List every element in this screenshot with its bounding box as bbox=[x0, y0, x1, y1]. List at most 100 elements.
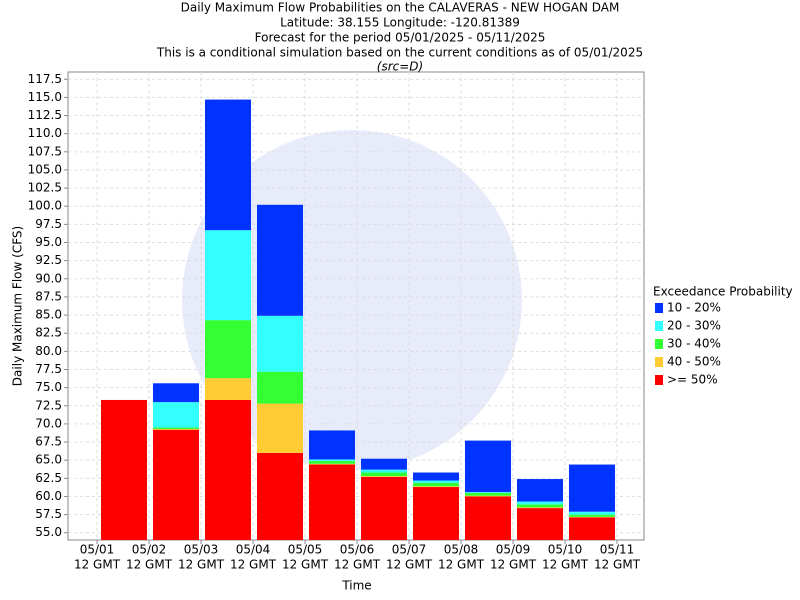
bar-segment bbox=[569, 511, 615, 515]
x-tick-label: 05/11 bbox=[600, 543, 635, 557]
plot-frame bbox=[67, 71, 645, 541]
bar-segment bbox=[205, 378, 251, 400]
bar-segment bbox=[413, 472, 459, 481]
legend-label: >= 50% bbox=[667, 373, 718, 387]
legend-title: Exceedance Probability bbox=[653, 285, 793, 299]
bar-segment bbox=[205, 230, 251, 321]
y-tick-label: 87.5 bbox=[35, 289, 62, 303]
chart-title: Daily Maximum Flow Probabilities on the … bbox=[181, 1, 620, 15]
bar-segment bbox=[517, 507, 563, 509]
y-tick-label: 80.0 bbox=[35, 344, 62, 358]
bar-segment bbox=[257, 204, 303, 316]
y-tick-label: 55.0 bbox=[35, 525, 62, 539]
x-tick-label: 12 GMT bbox=[542, 558, 589, 572]
y-tick-label: 110.0 bbox=[28, 126, 62, 140]
legend-label: 30 - 40% bbox=[667, 337, 721, 351]
legend-swatch bbox=[655, 321, 663, 331]
x-tick-label: 05/07 bbox=[392, 543, 427, 557]
bar-segment bbox=[257, 315, 303, 372]
bar-segment bbox=[257, 452, 303, 540]
y-tick-label: 117.5 bbox=[28, 72, 62, 86]
y-tick-label: 62.5 bbox=[35, 471, 62, 485]
bar-segment bbox=[309, 459, 355, 461]
bar-segment bbox=[517, 508, 563, 540]
chart-title: This is a conditional simulation based o… bbox=[156, 46, 643, 60]
bar-segment bbox=[101, 399, 147, 540]
bar-segment bbox=[153, 428, 199, 430]
chart-title: Latitude: 38.155 Longitude: -120.81389 bbox=[280, 16, 520, 30]
x-tick-label: 12 GMT bbox=[230, 558, 277, 572]
y-axis-label: Daily Maximum Flow (CFS) bbox=[11, 226, 25, 386]
bar-segment bbox=[309, 464, 355, 540]
x-tick-label: 12 GMT bbox=[334, 558, 381, 572]
bar-segment bbox=[205, 320, 251, 379]
bar-segment bbox=[517, 479, 563, 502]
bar-segment bbox=[413, 480, 459, 483]
x-tick-label: 05/01 bbox=[80, 543, 115, 557]
x-tick-label: 12 GMT bbox=[386, 558, 433, 572]
x-tick-label: 05/09 bbox=[496, 543, 531, 557]
bar-segment bbox=[569, 464, 615, 512]
bar-segment bbox=[413, 482, 459, 487]
bar-segment bbox=[361, 458, 407, 470]
y-tick-label: 77.5 bbox=[35, 362, 62, 376]
y-tick-label: 72.5 bbox=[35, 398, 62, 412]
y-tick-label: 115.0 bbox=[28, 90, 62, 104]
x-tick-label: 05/05 bbox=[288, 543, 323, 557]
x-tick-label: 12 GMT bbox=[74, 558, 121, 572]
bar-segment bbox=[517, 504, 563, 508]
bar-segment bbox=[361, 472, 407, 477]
legend-label: 40 - 50% bbox=[667, 355, 721, 369]
y-tick-label: 90.0 bbox=[35, 271, 62, 285]
bar-segment bbox=[361, 476, 407, 477]
x-tick-label: 05/03 bbox=[184, 543, 219, 557]
y-tick-label: 60.0 bbox=[35, 489, 62, 503]
bar-segment bbox=[361, 469, 407, 473]
bar-segment bbox=[205, 399, 251, 540]
bar-segment bbox=[569, 517, 615, 540]
y-tick-label: 100.0 bbox=[28, 199, 62, 213]
x-tick-label: 05/02 bbox=[132, 543, 167, 557]
y-tick-label: 85.0 bbox=[35, 308, 62, 322]
y-tick-label: 102.5 bbox=[28, 181, 62, 195]
chart-title: Forecast for the period 05/01/2025 - 05/… bbox=[255, 31, 546, 45]
y-tick-label: 82.5 bbox=[35, 326, 62, 340]
bar-segment bbox=[153, 402, 199, 428]
bar-segment bbox=[153, 383, 199, 403]
y-tick-label: 107.5 bbox=[28, 144, 62, 158]
x-tick-label: 12 GMT bbox=[490, 558, 537, 572]
legend-swatch bbox=[655, 357, 663, 367]
y-tick-label: 67.5 bbox=[35, 435, 62, 449]
bar-segment bbox=[569, 516, 615, 518]
bar-segment bbox=[153, 429, 199, 540]
bar-segment bbox=[465, 492, 511, 496]
bar-segment bbox=[569, 514, 615, 517]
bar-segment bbox=[517, 501, 563, 505]
legend-swatch bbox=[655, 339, 663, 349]
y-tick-label: 75.0 bbox=[35, 380, 62, 394]
x-tick-label: 12 GMT bbox=[282, 558, 329, 572]
x-tick-label: 12 GMT bbox=[178, 558, 225, 572]
y-tick-label: 95.0 bbox=[35, 235, 62, 249]
legend-swatch bbox=[655, 303, 663, 313]
bar-segment bbox=[413, 486, 459, 488]
x-tick-label: 12 GMT bbox=[126, 558, 173, 572]
legend-label: 10 - 20% bbox=[667, 301, 721, 315]
y-tick-label: 112.5 bbox=[28, 108, 62, 122]
bar-segment bbox=[413, 487, 459, 540]
x-tick-label: 05/04 bbox=[236, 543, 271, 557]
y-tick-label: 65.0 bbox=[35, 453, 62, 467]
bar-segment bbox=[205, 99, 251, 231]
y-tick-label: 97.5 bbox=[35, 217, 62, 231]
bar-segment bbox=[309, 430, 355, 460]
bar-segment bbox=[257, 403, 303, 453]
y-tick-label: 57.5 bbox=[35, 507, 62, 521]
bar-segment bbox=[465, 440, 511, 493]
x-axis-label: Time bbox=[341, 579, 371, 593]
legend-swatch bbox=[655, 375, 663, 385]
bar-segment bbox=[465, 492, 511, 493]
y-tick-label: 70.0 bbox=[35, 416, 62, 430]
bar-segment bbox=[257, 371, 303, 404]
bar-segment bbox=[309, 460, 355, 464]
